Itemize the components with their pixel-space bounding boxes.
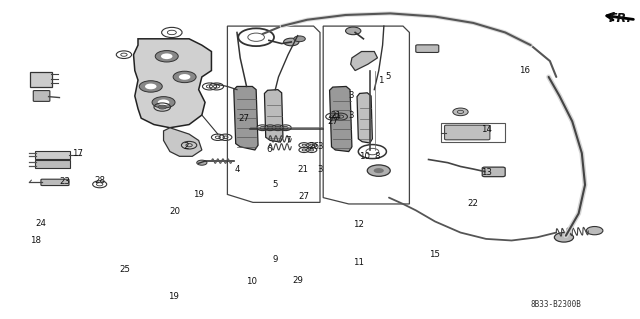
Text: 27: 27: [327, 117, 339, 126]
Polygon shape: [330, 86, 352, 152]
Text: 15: 15: [429, 250, 440, 259]
FancyBboxPatch shape: [416, 45, 439, 52]
Text: 14: 14: [481, 125, 492, 134]
FancyBboxPatch shape: [35, 160, 70, 168]
Text: 6: 6: [266, 145, 271, 154]
Text: 4: 4: [234, 165, 240, 174]
Text: 7: 7: [285, 136, 291, 145]
Text: 21: 21: [297, 165, 308, 174]
FancyBboxPatch shape: [41, 179, 69, 186]
Circle shape: [161, 53, 173, 59]
Text: 1: 1: [378, 76, 383, 85]
Text: 8B33-B2300B: 8B33-B2300B: [531, 300, 582, 309]
FancyBboxPatch shape: [33, 91, 50, 101]
Circle shape: [173, 71, 196, 83]
Circle shape: [196, 160, 207, 165]
Circle shape: [367, 165, 390, 176]
Text: 10: 10: [246, 277, 257, 286]
Circle shape: [145, 84, 157, 89]
Text: 13: 13: [481, 168, 492, 177]
Text: 24: 24: [35, 219, 47, 227]
Circle shape: [586, 226, 603, 235]
Text: 3: 3: [348, 111, 353, 120]
Polygon shape: [357, 93, 372, 143]
Text: 5: 5: [273, 181, 278, 189]
Text: 23: 23: [59, 177, 70, 186]
Circle shape: [156, 50, 178, 62]
Circle shape: [158, 100, 170, 105]
Text: 3: 3: [317, 142, 323, 151]
Text: 28: 28: [94, 176, 105, 185]
Text: 9: 9: [273, 255, 278, 264]
Circle shape: [374, 168, 384, 173]
FancyBboxPatch shape: [445, 125, 490, 140]
Text: 3: 3: [317, 165, 323, 174]
Text: 10: 10: [359, 152, 370, 161]
Text: 8: 8: [375, 152, 380, 161]
Text: 18: 18: [30, 236, 42, 245]
Text: 29: 29: [292, 276, 303, 285]
Circle shape: [294, 36, 305, 42]
Text: 21: 21: [330, 111, 342, 120]
Text: 17: 17: [72, 149, 83, 158]
Text: 5: 5: [385, 72, 391, 81]
FancyBboxPatch shape: [30, 72, 52, 87]
FancyBboxPatch shape: [35, 151, 70, 159]
Circle shape: [284, 38, 299, 46]
Polygon shape: [234, 86, 258, 150]
Text: 11: 11: [353, 258, 364, 267]
Circle shape: [140, 81, 163, 92]
Text: 25: 25: [120, 264, 131, 274]
Text: 27: 27: [238, 114, 249, 123]
Polygon shape: [351, 51, 378, 70]
Text: FR.: FR.: [609, 12, 632, 25]
Circle shape: [179, 74, 190, 80]
Text: 26: 26: [308, 142, 319, 151]
Text: 20: 20: [170, 207, 180, 216]
Text: 2: 2: [183, 142, 189, 151]
Polygon shape: [164, 128, 202, 156]
Circle shape: [453, 108, 468, 116]
Text: 27: 27: [298, 191, 310, 201]
Text: 12: 12: [353, 220, 364, 229]
Text: 22: 22: [468, 199, 479, 208]
Polygon shape: [134, 39, 211, 128]
Text: 16: 16: [519, 66, 530, 75]
Text: 19: 19: [168, 292, 179, 300]
Text: 19: 19: [193, 190, 204, 199]
FancyBboxPatch shape: [482, 167, 505, 177]
Circle shape: [159, 105, 166, 109]
Circle shape: [346, 27, 361, 35]
Text: 3: 3: [348, 92, 353, 100]
Circle shape: [554, 233, 573, 242]
Circle shape: [152, 97, 175, 108]
Polygon shape: [264, 90, 283, 142]
